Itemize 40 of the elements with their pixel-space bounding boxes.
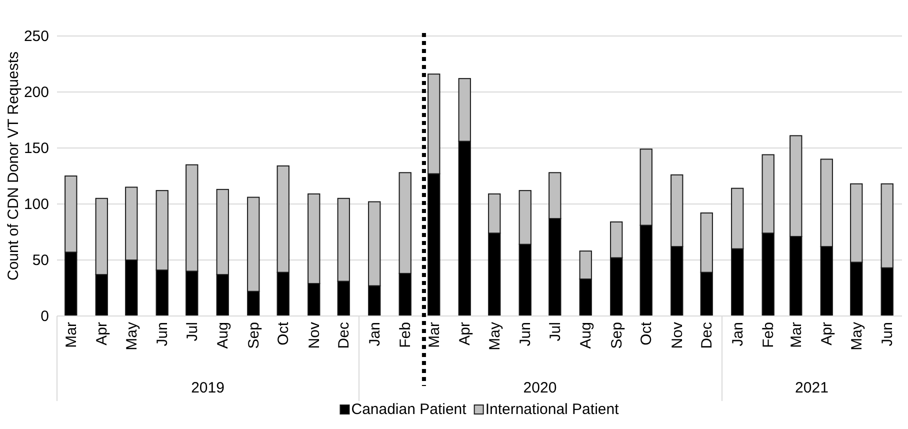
x-tick-label: Aug — [214, 322, 232, 349]
x-tick-label: Sep — [245, 322, 262, 349]
x-tick-label: Feb — [397, 322, 414, 348]
x-tick-label: Feb — [760, 322, 778, 348]
x-tick-label: Jan — [729, 322, 746, 346]
y-tick-label: 0 — [40, 308, 49, 325]
y-tick-label: 200 — [24, 84, 49, 101]
x-tick-label: Aug — [578, 322, 595, 349]
x-tick-label: Dec — [698, 322, 716, 349]
x-tick-label: Mar — [788, 322, 805, 348]
x-tick-label: May — [848, 322, 866, 350]
x-tick-label: Jun — [154, 322, 172, 346]
x-tick-label: Nov — [668, 322, 686, 349]
x-tick-label: Jul — [546, 322, 564, 342]
x-tick-label: Jul — [184, 322, 201, 342]
x-tick-label: Mar — [62, 322, 80, 348]
x-tick-label: Nov — [306, 322, 323, 349]
x-tick-label: May — [486, 322, 504, 350]
y-tick-label: 250 — [24, 28, 49, 45]
y-tick-label: 100 — [24, 196, 49, 213]
x-tick-label: Mar — [426, 322, 443, 348]
x-tick-label: Jun — [517, 322, 534, 346]
x-tick-label: Jun — [879, 322, 896, 346]
x-tick-label: Jan — [366, 322, 384, 346]
x-tick-label: Apr — [94, 322, 111, 346]
x-tick-label: May — [123, 322, 140, 350]
y-tick-label: 50 — [32, 252, 49, 269]
x-tick-label: Apr — [456, 322, 474, 346]
legend-label: International Patient — [485, 401, 620, 418]
x-tick-label: Oct — [275, 321, 292, 346]
legend-label: Canadian Patient — [351, 401, 468, 418]
x2-tick-label: 2019 — [191, 380, 224, 397]
y-tick-label: 150 — [24, 140, 49, 157]
x-tick-label: Sep — [608, 322, 626, 349]
x2-tick-label: 2020 — [523, 380, 557, 397]
x-tick-label: Apr — [818, 322, 836, 346]
x2-tick-label: 2021 — [795, 380, 828, 397]
x-tick-label: Dec — [336, 322, 353, 349]
y-axis-title: Count of CDN Donor VT Requests — [5, 52, 22, 280]
x-tick-label: Oct — [638, 321, 656, 346]
